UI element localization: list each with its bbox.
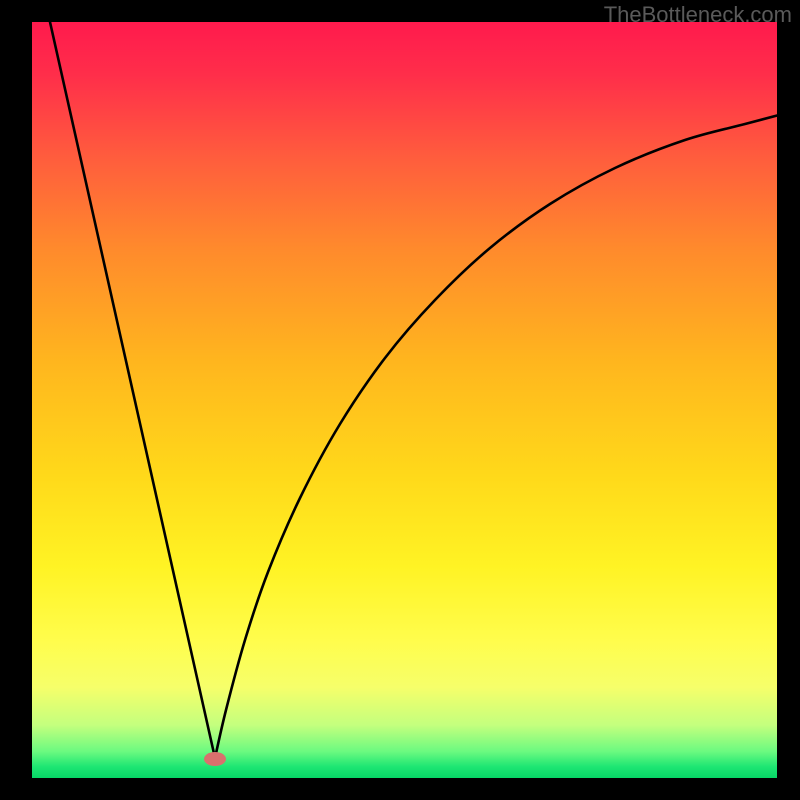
attribution-text: TheBottleneck.com: [604, 2, 792, 28]
chart-container: { "attribution": "TheBottleneck.com", "c…: [0, 0, 800, 800]
minimum-marker: [204, 752, 226, 766]
plot-background: [32, 22, 777, 778]
bottleneck-chart: [0, 0, 800, 800]
